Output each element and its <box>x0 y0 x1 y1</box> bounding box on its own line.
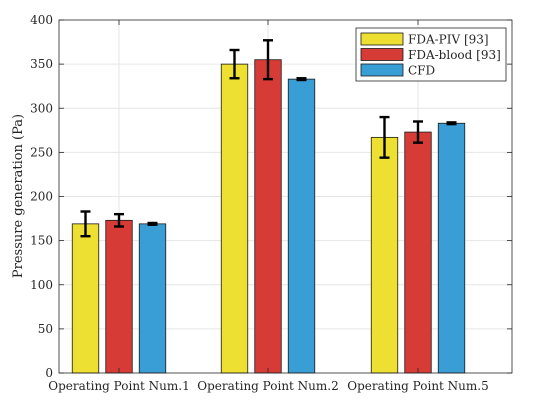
y-axis-ticks: 0 50 100 150 200 250 300 350 400 <box>30 13 512 380</box>
y-tick-label: 400 <box>30 13 53 27</box>
y-tick-label: 50 <box>38 322 53 336</box>
bar <box>254 59 282 374</box>
x-axis-ticks: Operating Point Num.1 Operating Point Num… <box>48 20 489 393</box>
legend-label: CFD <box>408 64 435 78</box>
bar <box>220 63 249 374</box>
legend-swatch <box>360 32 404 46</box>
error-bars <box>80 39 457 238</box>
x-tick-label: Operating Point Num.2 <box>197 379 338 393</box>
bar <box>287 78 316 374</box>
y-tick-label: 150 <box>30 234 53 248</box>
bar <box>437 122 466 374</box>
y-tick-label: 0 <box>45 366 53 380</box>
bar <box>138 223 167 374</box>
bar <box>105 219 133 374</box>
y-axis-title: Pressure generation (Pa) <box>11 114 26 278</box>
bar <box>370 136 399 374</box>
bar <box>71 223 100 374</box>
legend-swatch <box>360 63 404 77</box>
x-tick-label: Operating Point Num.5 <box>347 379 488 393</box>
bar <box>404 131 432 374</box>
bars <box>71 59 466 374</box>
legend: FDA-PIV [93]FDA-blood [93] CFD <box>355 27 507 82</box>
y-tick-label: 200 <box>30 190 53 204</box>
y-tick-label: 350 <box>30 57 53 71</box>
y-tick-label: 100 <box>30 278 53 292</box>
legend-label: FDA-PIV [93] <box>408 33 489 47</box>
y-tick-label: 300 <box>30 101 53 115</box>
legend-swatch <box>360 48 404 61</box>
legend-label: FDA-blood [93] <box>408 48 501 62</box>
x-tick-label: Operating Point Num.1 <box>48 379 189 393</box>
y-tick-label: 250 <box>30 145 53 159</box>
